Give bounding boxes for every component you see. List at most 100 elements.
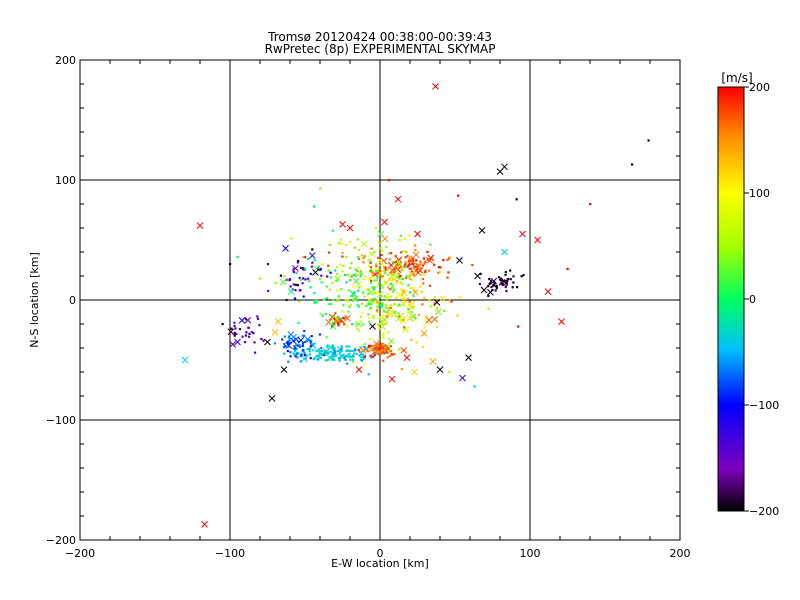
data-point — [362, 261, 365, 264]
data-point — [402, 290, 405, 293]
data-point — [350, 275, 353, 278]
data-point — [381, 277, 384, 280]
data-point — [308, 348, 311, 351]
data-point — [351, 323, 354, 326]
data-point — [397, 272, 400, 275]
data-point — [393, 352, 396, 356]
data-point — [423, 296, 426, 299]
data-point — [279, 274, 283, 277]
data-point — [415, 269, 418, 273]
data-point — [335, 265, 339, 269]
data-point — [331, 321, 334, 324]
data-point — [399, 281, 402, 284]
data-point — [389, 354, 392, 358]
data-point — [360, 353, 363, 356]
data-point — [256, 317, 260, 320]
data-point — [337, 241, 341, 245]
data-cross — [312, 269, 319, 276]
data-point — [398, 348, 401, 351]
data-point — [419, 260, 422, 263]
data-point — [248, 332, 251, 335]
x-tick-label: 100 — [520, 547, 541, 560]
data-cross — [400, 300, 408, 308]
data-point — [339, 263, 342, 266]
data-point — [369, 279, 373, 283]
data-point — [325, 285, 328, 288]
data-point — [306, 348, 309, 351]
data-point — [400, 251, 403, 254]
data-point — [389, 304, 392, 307]
data-point — [345, 345, 348, 348]
data-point — [378, 269, 382, 272]
data-point — [379, 258, 382, 262]
data-point — [337, 297, 340, 300]
data-point — [302, 277, 305, 280]
data-cross — [372, 340, 380, 347]
data-point — [373, 353, 376, 357]
data-point — [377, 338, 380, 341]
data-point — [245, 331, 248, 334]
data-point — [356, 255, 359, 259]
data-point — [512, 275, 515, 278]
data-point — [357, 257, 361, 261]
data-point — [301, 350, 304, 353]
data-point — [504, 270, 507, 274]
data-point — [301, 344, 304, 347]
data-point — [331, 229, 334, 232]
data-point — [382, 332, 385, 335]
data-point — [443, 309, 446, 313]
data-point — [384, 297, 387, 300]
data-point — [296, 344, 299, 347]
data-point — [354, 273, 357, 276]
data-point — [348, 352, 351, 355]
data-point — [382, 336, 385, 339]
data-point — [298, 344, 301, 347]
colorbar-tick-label: 0 — [749, 293, 756, 306]
data-point — [230, 327, 233, 330]
data-point — [363, 275, 367, 278]
data-point — [424, 270, 427, 274]
data-point — [381, 344, 384, 347]
data-cross — [238, 317, 246, 324]
data-point — [400, 368, 403, 371]
data-cross — [376, 269, 384, 277]
data-point — [380, 249, 383, 252]
data-point — [522, 274, 525, 277]
data-point — [384, 306, 388, 309]
data-point — [377, 269, 380, 272]
data-point — [384, 295, 387, 298]
data-point — [395, 280, 399, 283]
data-cross — [290, 333, 297, 341]
data-point — [379, 295, 382, 298]
data-point — [487, 294, 490, 298]
data-point — [327, 269, 331, 272]
data-point — [301, 342, 305, 345]
data-point — [238, 328, 242, 331]
data-point — [329, 276, 332, 279]
data-point — [229, 263, 232, 266]
data-point — [370, 247, 373, 250]
data-cross — [234, 338, 241, 346]
data-point — [369, 261, 372, 264]
data-point — [368, 344, 371, 347]
data-point — [503, 279, 507, 283]
data-point — [281, 338, 284, 341]
data-cross — [346, 224, 354, 232]
data-cross — [408, 257, 416, 265]
y-tick-label: 0 — [69, 294, 76, 307]
data-point — [426, 250, 429, 254]
data-point — [520, 275, 523, 278]
data-cross — [387, 337, 395, 345]
data-point — [366, 349, 369, 352]
data-point — [408, 300, 411, 303]
data-point — [362, 257, 365, 260]
data-point — [369, 277, 372, 280]
data-point — [408, 291, 412, 294]
data-point — [260, 337, 263, 341]
data-point — [383, 270, 387, 273]
data-point — [386, 292, 389, 295]
data-cross — [378, 260, 385, 268]
data-point — [410, 311, 413, 314]
data-cross — [406, 314, 414, 322]
data-point — [296, 284, 299, 287]
